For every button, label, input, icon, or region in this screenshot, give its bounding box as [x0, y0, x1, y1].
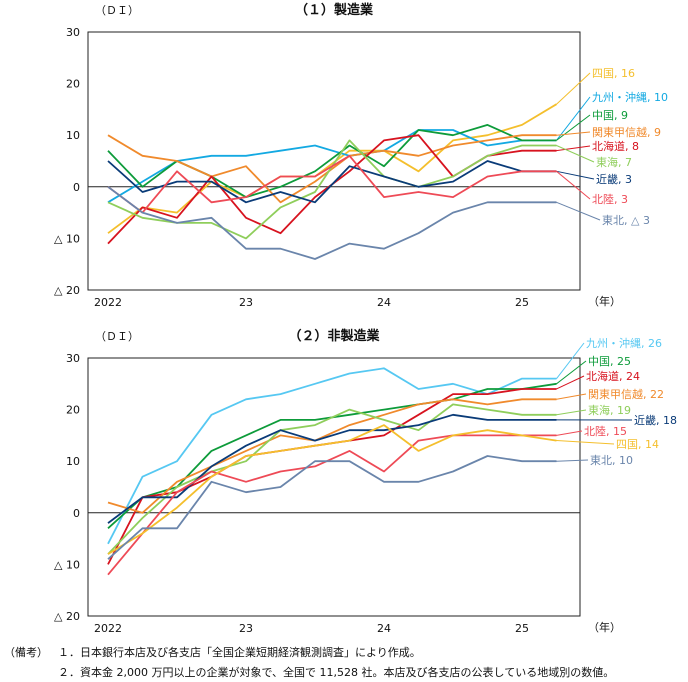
- x-tick-label: 25: [515, 622, 529, 635]
- leader-line-tokai: [556, 409, 587, 416]
- chart-title: （２）非製造業: [288, 328, 380, 344]
- y-tick-label: △ 20: [54, 284, 80, 297]
- series-label-tokai: 東海, 19: [588, 403, 631, 417]
- leader-line-kanto-koshinetsu: [556, 131, 591, 136]
- series-label-tohoku: 東北, △ 3: [602, 214, 650, 227]
- y-tick-label: 0: [73, 181, 80, 194]
- leader-line-shikoku: [556, 72, 591, 105]
- series-line-tohoku: [107, 186, 557, 260]
- series-line-shikoku: [107, 103, 557, 234]
- y-tick-label: 10: [66, 455, 80, 468]
- leader-line-kyushu-okinawa: [556, 342, 585, 379]
- y-tick-label: 10: [66, 129, 80, 142]
- series-line-hokkaido: [107, 388, 557, 565]
- series-label-tokai: 東海, 7: [596, 155, 632, 169]
- leader-line-tohoku: [556, 459, 589, 462]
- y-tick-label: 20: [66, 78, 80, 91]
- leader-line-hokuriku: [556, 170, 591, 200]
- y-tick-label: △ 20: [54, 610, 80, 623]
- y-tick-label: △ 10: [54, 232, 80, 245]
- series-label-chugoku: 中国, 25: [588, 355, 631, 368]
- series-label-hokkaido: 北海道, 8: [592, 139, 639, 153]
- series-line-tokai: [107, 139, 557, 240]
- leader-line-hokuriku: [556, 430, 583, 436]
- series-label-kinki: 近畿, 3: [596, 172, 632, 186]
- y-tick-label: 30: [66, 26, 80, 39]
- leader-line-tokai: [556, 145, 595, 163]
- y-tick-label: 30: [66, 352, 80, 365]
- leader-line-chugoku: [556, 360, 587, 385]
- series-line-kyushu-okinawa: [107, 129, 557, 204]
- series-line-kanto-koshinetsu: [107, 134, 557, 204]
- chart-panel-2: （２）非製造業 （ＤＩ） 30 20 10 0 △ 10 △ 20 2022 23 24 25 （年） 九…: [54, 328, 677, 635]
- series-line-hokuriku: [107, 434, 557, 576]
- x-tick-label: 24: [377, 622, 391, 635]
- series-line-kinki: [107, 413, 557, 524]
- leader-line-chugoku: [556, 114, 591, 141]
- note-line-1: １．日本銀行本店及び各支店「全国企業短期経済観測調査」により作成。: [58, 646, 421, 659]
- y-tick-label: 20: [66, 404, 80, 417]
- series-label-kyushu-okinawa: 九州・沖縄, 10: [592, 90, 668, 104]
- x-tick-label: 25: [515, 296, 529, 309]
- series-label-kinki: 近畿, 18: [634, 413, 677, 427]
- y-axis-unit-label: （ＤＩ）: [95, 4, 139, 17]
- x-tick-label: 23: [239, 622, 253, 635]
- series-label-kyushu-okinawa: 九州・沖縄, 26: [586, 336, 662, 350]
- series-label-kanto-koshinetsu: 関東甲信越, 22: [588, 387, 664, 401]
- leader-line-shikoku: [556, 440, 615, 445]
- y-axis-unit-label: （ＤＩ）: [95, 330, 139, 343]
- series-line-kinki: [107, 160, 557, 204]
- series-label-hokuriku: 北陸, 3: [592, 193, 628, 206]
- series-line-kyushu-okinawa: [107, 367, 557, 545]
- y-tick-label: △ 10: [54, 558, 80, 571]
- series-line-hokuriku: [107, 154, 557, 214]
- series-label-hokuriku: 北陸, 15: [584, 425, 627, 438]
- series-line-kanto-koshinetsu: [107, 398, 557, 514]
- series-label-chugoku: 中国, 9: [592, 109, 628, 122]
- series-label-shikoku: 四国, 14: [616, 438, 659, 451]
- leader-line-tohoku: [556, 201, 601, 221]
- leader-line-kinki: [556, 170, 595, 180]
- series-line-tokai: [107, 403, 557, 555]
- x-axis-unit-label: （年）: [588, 294, 621, 308]
- x-axis-unit-label: （年）: [588, 620, 621, 634]
- series-label-hokkaido: 北海道, 24: [586, 369, 640, 383]
- notes-head: （備考）: [4, 646, 48, 659]
- chart-title: （１）製造業: [295, 2, 374, 18]
- series-label-kanto-koshinetsu: 関東甲信越, 9: [592, 125, 661, 139]
- x-tick-label: 2022: [94, 622, 122, 635]
- series-label-tohoku: 東北, 10: [590, 454, 633, 467]
- note-line-2: ２．資本金 2,000 万円以上の企業が対象で、全国で 11,528 社。本店及…: [58, 666, 615, 679]
- leader-line-kanto-koshinetsu: [556, 393, 587, 400]
- leader-line-kyushu-okinawa: [556, 96, 591, 141]
- plot-frame: [87, 357, 581, 617]
- plot-frame: [87, 31, 581, 291]
- chart-panel-1: （１）製造業 （ＤＩ） 30 20 10 0 △ 10 △ 20 2022 23 24 25 （年） 四国…: [54, 2, 668, 309]
- x-tick-label: 23: [239, 296, 253, 309]
- x-tick-label: 2022: [94, 296, 122, 309]
- leader-line-hokkaido: [556, 375, 585, 390]
- series-line-shikoku: [107, 424, 557, 555]
- series-label-shikoku: 四国, 16: [592, 67, 635, 80]
- y-tick-label: 0: [73, 507, 80, 520]
- x-tick-label: 24: [377, 296, 391, 309]
- leader-line-hokkaido: [556, 145, 591, 152]
- series-line-tohoku: [107, 455, 557, 560]
